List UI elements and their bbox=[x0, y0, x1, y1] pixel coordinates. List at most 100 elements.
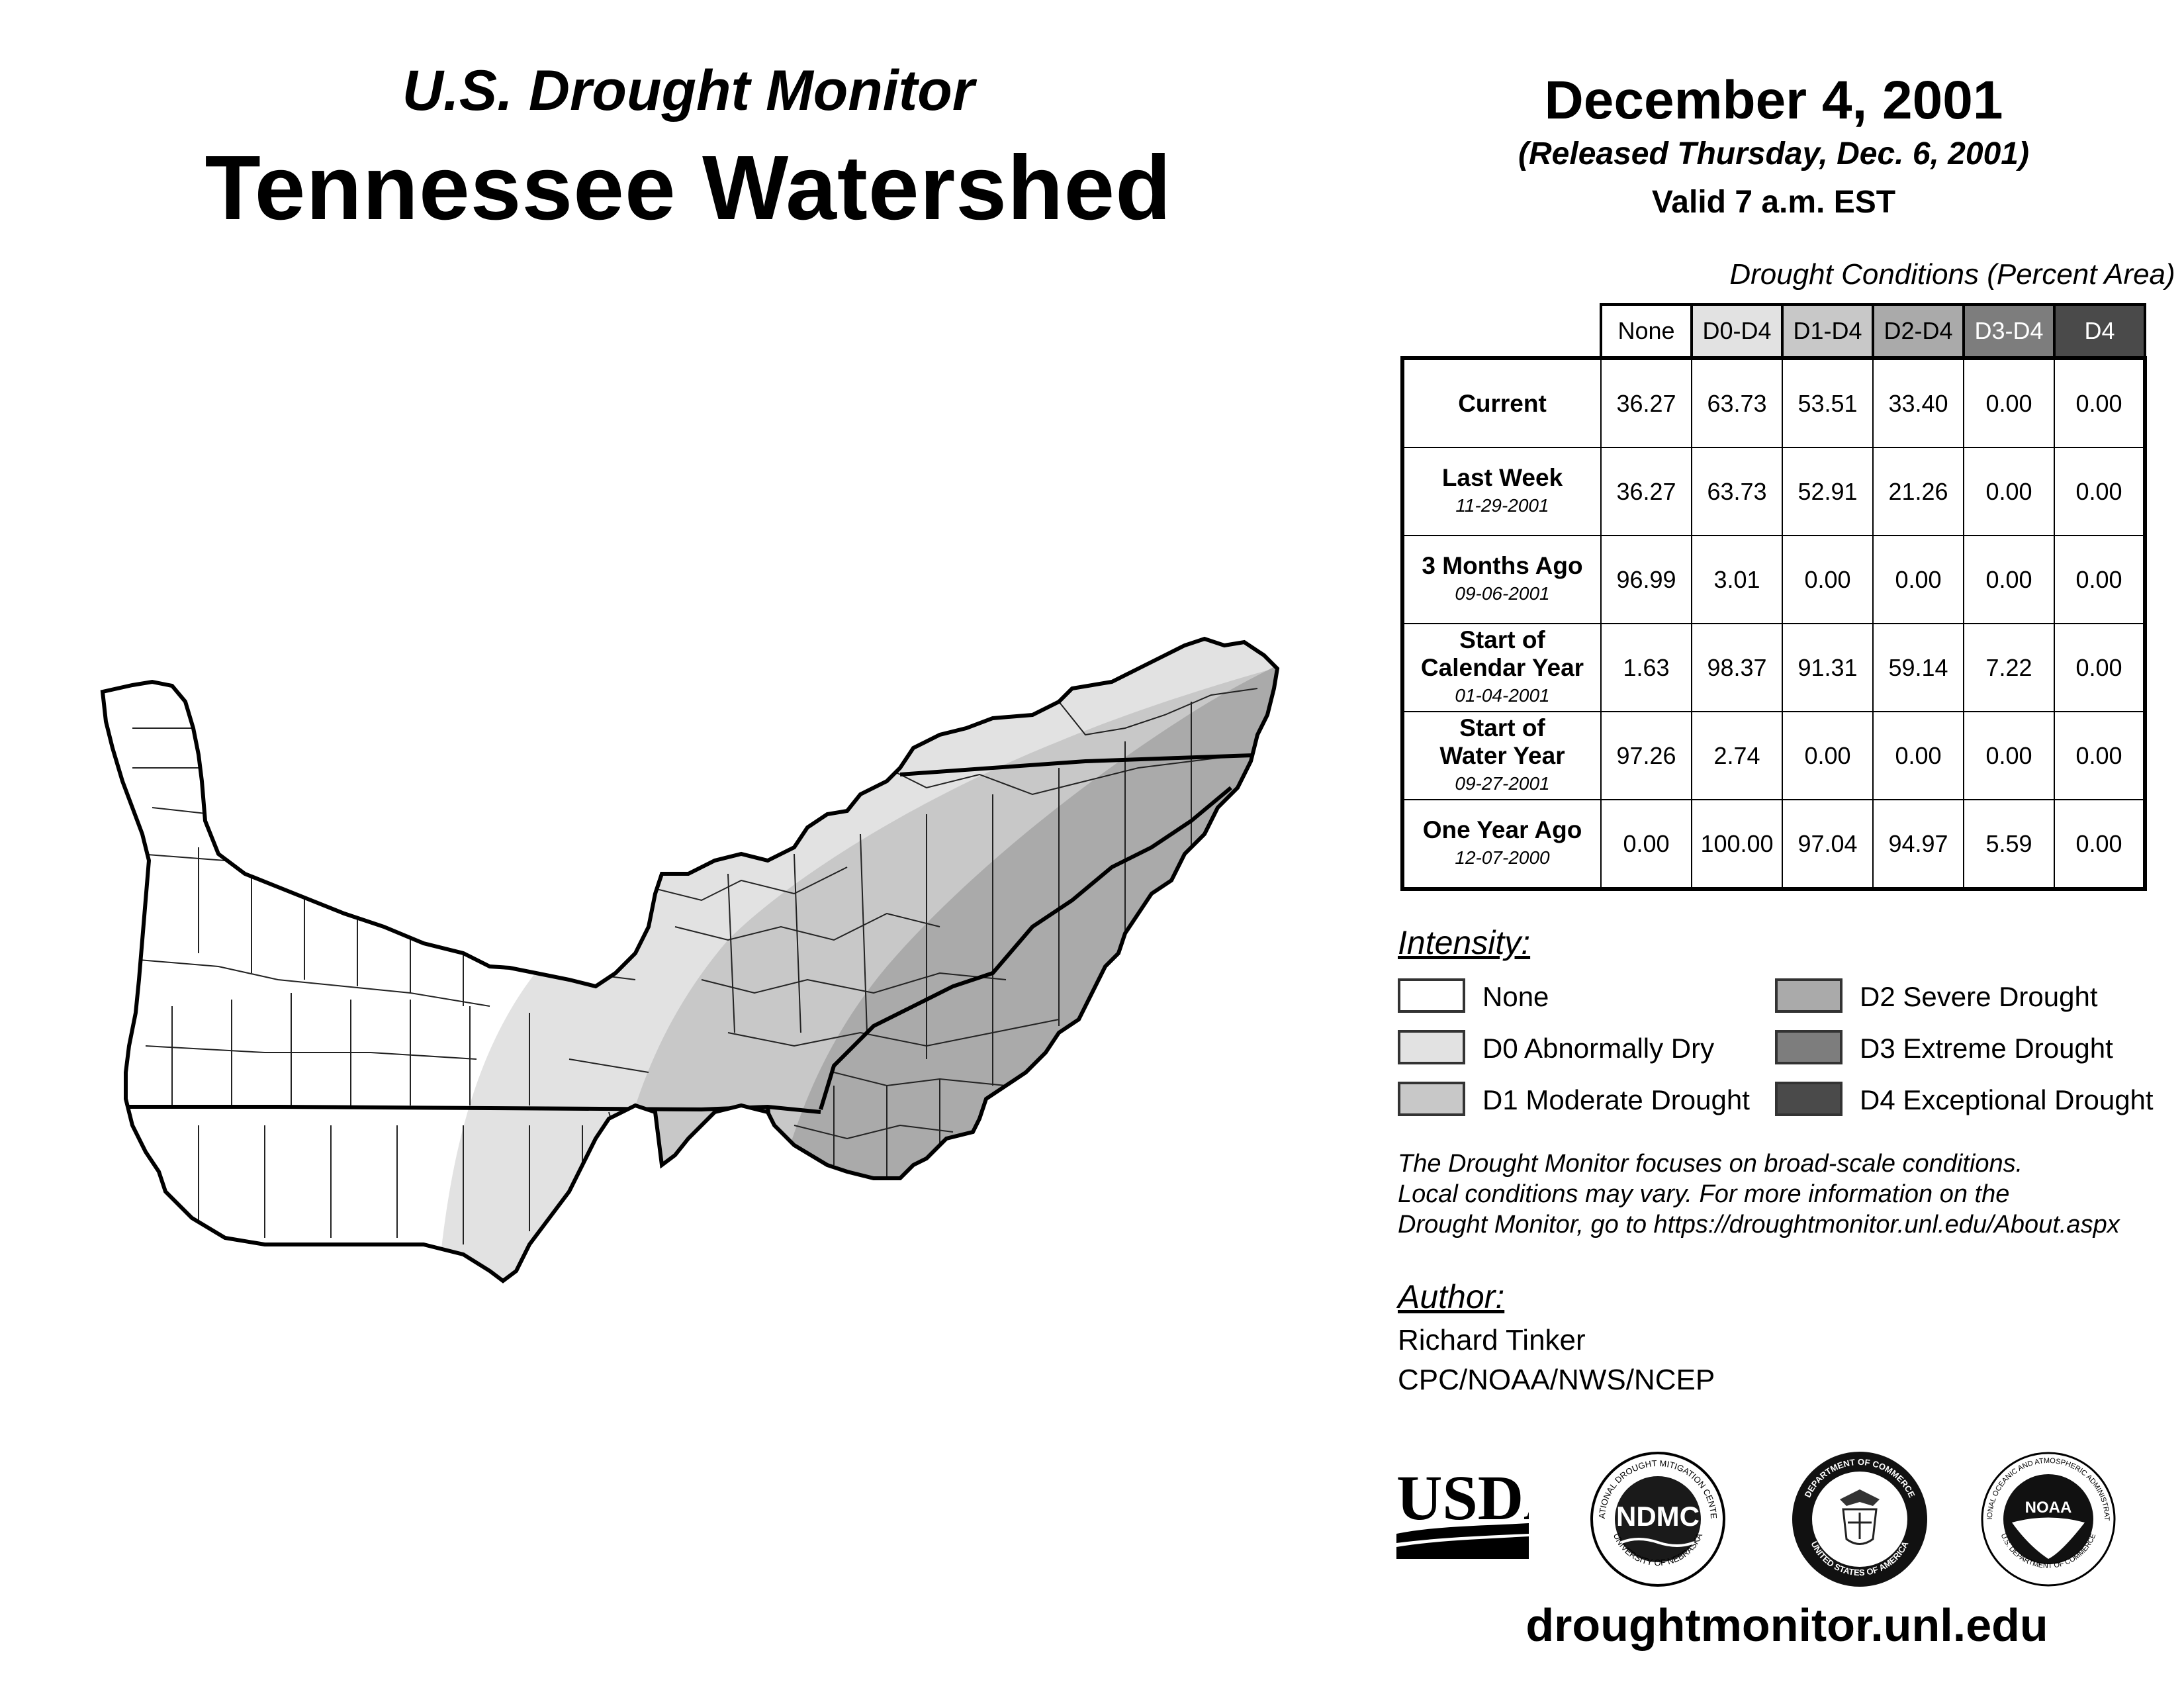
author-org: CPC/NOAA/NWS/NCEP bbox=[1398, 1364, 1715, 1396]
table-caption: Drought Conditions (Percent Area) bbox=[1729, 258, 2175, 291]
table-cell: 0.00 bbox=[2054, 357, 2146, 448]
row-date: 11-29-2001 bbox=[1455, 494, 1549, 516]
table-cell: 1.63 bbox=[1600, 623, 1692, 712]
column-header-d0-d4: D0-D4 bbox=[1690, 303, 1784, 359]
table-cell: 3.01 bbox=[1691, 535, 1783, 624]
table-cell: 53.51 bbox=[1782, 357, 1874, 448]
table-cell: 0.00 bbox=[2054, 711, 2146, 800]
table-row: Start of Water Year 09-27-2001 97.26 2.74… bbox=[1402, 711, 2146, 800]
table-cell: 97.04 bbox=[1782, 799, 1874, 890]
row-date: 09-27-2001 bbox=[1455, 773, 1550, 794]
valid-date: December 4, 2001 bbox=[1544, 70, 2003, 130]
legend-swatch bbox=[1398, 1082, 1465, 1116]
website-url: droughtmonitor.unl.edu bbox=[1525, 1599, 2048, 1651]
table-cell: 0.00 bbox=[2054, 623, 2146, 712]
row-label-text: Current bbox=[1458, 389, 1547, 417]
table-cell: 98.37 bbox=[1691, 623, 1783, 712]
table-cell: 0.00 bbox=[1782, 711, 1874, 800]
legend-swatch bbox=[1775, 978, 1843, 1013]
row-label-text: Last Week bbox=[1441, 463, 1563, 491]
table-cell: 94.97 bbox=[1872, 799, 1964, 890]
legend-swatch bbox=[1398, 1030, 1465, 1064]
row-label: Start of Calendar Year 01-04-2001 bbox=[1402, 623, 1602, 712]
column-header-d3-d4: D3-D4 bbox=[1962, 303, 2056, 359]
table-cell: 36.27 bbox=[1600, 357, 1692, 448]
column-header-none: None bbox=[1600, 303, 1693, 359]
note-line: Drought Monitor, go to https://droughtmo… bbox=[1398, 1211, 2120, 1239]
column-header-d1-d4: D1-D4 bbox=[1781, 303, 1874, 359]
table-cell: 97.26 bbox=[1600, 711, 1692, 800]
legend-swatch bbox=[1398, 978, 1465, 1013]
table-cell: 21.26 bbox=[1872, 447, 1964, 536]
legend-label: D1 Moderate Drought bbox=[1482, 1084, 1750, 1115]
table-row: Start of Calendar Year 01-04-2001 1.63 98… bbox=[1402, 623, 2146, 712]
row-label-text: Start of Water Year bbox=[1439, 714, 1565, 769]
row-label: Start of Water Year 09-27-2001 bbox=[1402, 711, 1602, 800]
table-cell: 33.40 bbox=[1872, 357, 1964, 448]
row-label: Current bbox=[1402, 357, 1602, 448]
map-title: Tennessee Watershed bbox=[205, 137, 1172, 239]
row-label-text: 3 Months Ago bbox=[1422, 551, 1583, 579]
disclaimer-note: The Drought Monitor focuses on broad-sca… bbox=[1398, 1149, 2165, 1240]
legend-label: D0 Abnormally Dry bbox=[1482, 1033, 1715, 1064]
table-cell: 0.00 bbox=[1872, 535, 1964, 624]
ndmc-logo-text: NDMC bbox=[1616, 1501, 1700, 1532]
table-cell: 0.00 bbox=[1963, 357, 2055, 448]
table-cell: 0.00 bbox=[2054, 799, 2146, 890]
table-cell: 0.00 bbox=[1872, 711, 1964, 800]
valid-time: Valid 7 a.m. EST bbox=[1651, 185, 1896, 220]
table-cell: 5.59 bbox=[1963, 799, 2055, 890]
table-cell: 0.00 bbox=[1963, 535, 2055, 624]
table-cell: 0.00 bbox=[1782, 535, 1874, 624]
table-row: Last Week 11-29-2001 36.27 63.73 52.91 21… bbox=[1402, 447, 2146, 536]
table-cell: 0.00 bbox=[1600, 799, 1692, 890]
ndmc-logo: NATIONAL DROUGHT MITIGATION CENTER UNIVE… bbox=[1585, 1446, 1725, 1587]
legend-label: D4 Exceptional Drought bbox=[1860, 1084, 2154, 1115]
table-cell: 91.31 bbox=[1782, 623, 1874, 712]
table-cell: 0.00 bbox=[2054, 535, 2146, 624]
doc-seal-logo: DEPARTMENT OF COMMERCE UNITED STATES OF … bbox=[1792, 1452, 1927, 1587]
watershed-map bbox=[100, 636, 1280, 1284]
noaa-bird-icon bbox=[2012, 1517, 2085, 1559]
row-date: 01-04-2001 bbox=[1455, 684, 1550, 706]
table-cell: 96.99 bbox=[1600, 535, 1692, 624]
column-header-d4: D4 bbox=[2053, 303, 2146, 359]
table-row: Current 36.27 63.73 53.51 33.40 0.00 0.0… bbox=[1402, 357, 2146, 448]
legend-label: None bbox=[1482, 981, 1549, 1012]
table-cell: 100.00 bbox=[1691, 799, 1783, 890]
noaa-logo-text: NOAA bbox=[2025, 1499, 2072, 1517]
watershed-outline bbox=[100, 636, 1280, 1284]
row-label-text: One Year Ago bbox=[1422, 816, 1582, 843]
legend-swatch bbox=[1775, 1030, 1843, 1064]
table-cell: 63.73 bbox=[1691, 357, 1783, 448]
legend-swatch bbox=[1775, 1082, 1843, 1116]
legend-label: D2 Severe Drought bbox=[1860, 981, 2098, 1012]
table-cell: 63.73 bbox=[1691, 447, 1783, 536]
table-cell: 7.22 bbox=[1963, 623, 2055, 712]
table-cell: 59.14 bbox=[1872, 623, 1964, 712]
table-cell: 0.00 bbox=[1963, 711, 2055, 800]
row-label-text: Start of Calendar Year bbox=[1420, 626, 1584, 681]
table-cell: 52.91 bbox=[1782, 447, 1874, 536]
table-row: 3 Months Ago 09-06-2001 96.99 3.01 0.00 0… bbox=[1402, 535, 2146, 624]
row-date: 12-07-2000 bbox=[1455, 847, 1550, 868]
legend-title: Intensity: bbox=[1398, 924, 1531, 961]
author-name: Richard Tinker bbox=[1398, 1324, 1586, 1356]
legend-label: D3 Extreme Drought bbox=[1860, 1033, 2113, 1064]
row-label: Last Week 11-29-2001 bbox=[1402, 447, 1602, 536]
row-date: 09-06-2001 bbox=[1455, 583, 1550, 604]
row-label: 3 Months Ago 09-06-2001 bbox=[1402, 535, 1602, 624]
table-corner bbox=[1402, 305, 1601, 359]
note-line: The Drought Monitor focuses on broad-sca… bbox=[1398, 1150, 2023, 1178]
table-cell: 0.00 bbox=[1963, 447, 2055, 536]
release-date: (Released Thursday, Dec. 6, 2001) bbox=[1518, 136, 2029, 171]
table-cell: 0.00 bbox=[2054, 447, 2146, 536]
table-cell: 2.74 bbox=[1691, 711, 1783, 800]
table-cell: 36.27 bbox=[1600, 447, 1692, 536]
noaa-logo: NATIONAL OCEANIC AND ATMOSPHERIC ADMINIS… bbox=[1976, 1446, 2116, 1587]
drought-conditions-table: None D0-D4 D1-D4 D2-D4 D3-D4 D4 Current … bbox=[1400, 303, 2147, 891]
row-label: One Year Ago 12-07-2000 bbox=[1402, 799, 1602, 890]
map-subtitle: U.S. Drought Monitor bbox=[402, 59, 975, 122]
